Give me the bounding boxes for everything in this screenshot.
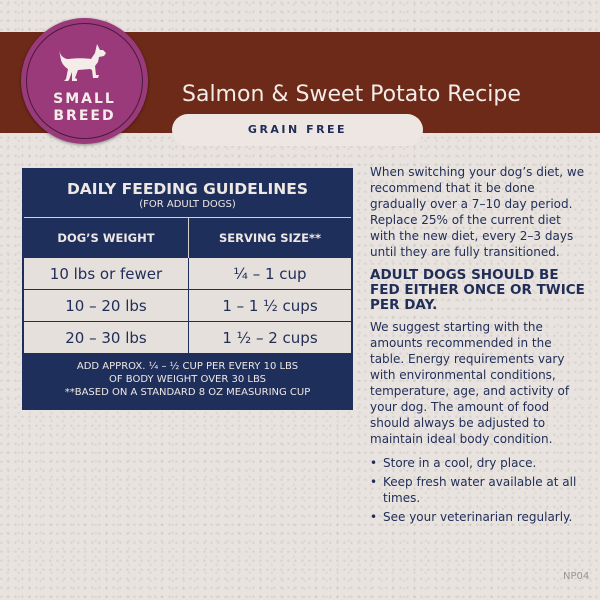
intro-text: When switching your dog’s diet, we recom… [370, 165, 585, 259]
serving-cell: ¼ – 1 cup [233, 264, 307, 283]
weight-cell: 10 – 20 lbs [24, 290, 189, 321]
column-header: DOG’S WEIGHT [24, 218, 189, 258]
list-item: See your veterinarian regularly. [370, 509, 585, 525]
list-item: Keep fresh water available at all times. [370, 474, 585, 506]
tips-list: Store in a cool, dry place. Keep fresh w… [370, 455, 585, 525]
badge-ring [26, 23, 143, 139]
body-text: We suggest starting with the amounts rec… [370, 320, 570, 446]
serving-cell: 1 ½ – 2 cups [222, 328, 318, 347]
serving-cell: 1 – 1 ½ cups [222, 296, 318, 315]
table-row: 10 lbs or fewer ¼ – 1 cup [24, 258, 351, 290]
column-header: SERVING SIZE** [218, 231, 322, 245]
recipe-title: Salmon & Sweet Potato Recipe [182, 82, 521, 107]
badge-line-2: BREED [53, 108, 116, 124]
weight-cell: 20 – 30 lbs [24, 322, 189, 353]
table-header: DAILY FEEDING GUIDELINES (FOR ADULT DOGS… [24, 170, 351, 218]
feeding-heading: ADULT DOGS SHOULD BE FED EITHER ONCE OR … [370, 267, 585, 313]
footnote: OF BODY WEIGHT OVER 30 LBS [109, 374, 266, 385]
small-breed-badge: SMALL BREED [21, 18, 148, 144]
table-footnotes: ADD APPROX. ¼ – ½ CUP PER EVERY 10 LBS O… [24, 354, 351, 399]
list-item: Store in a cool, dry place. [370, 455, 585, 471]
table-row: 20 – 30 lbs 1 ½ – 2 cups [24, 322, 351, 354]
feeding-table: DAILY FEEDING GUIDELINES (FOR ADULT DOGS… [22, 168, 353, 410]
dog-icon [59, 44, 106, 81]
weight-cell: 10 lbs or fewer [24, 258, 189, 289]
badge-line-1: SMALL [53, 91, 116, 107]
table-subtitle: (FOR ADULT DOGS) [139, 199, 236, 210]
grain-free-tag: GRAIN FREE [172, 114, 423, 146]
column-headers: DOG’S WEIGHT SERVING SIZE** [24, 218, 351, 258]
footnote: ADD APPROX. ¼ – ½ CUP PER EVERY 10 LBS [76, 361, 299, 372]
table-row: 10 – 20 lbs 1 – 1 ½ cups [24, 290, 351, 322]
product-code: NP04 [563, 571, 590, 582]
table-title: DAILY FEEDING GUIDELINES [66, 180, 309, 198]
footnote: **BASED ON A STANDARD 8 OZ MEASURING CUP [64, 387, 311, 398]
feeding-instructions: When switching your dog’s diet, we recom… [370, 164, 585, 528]
